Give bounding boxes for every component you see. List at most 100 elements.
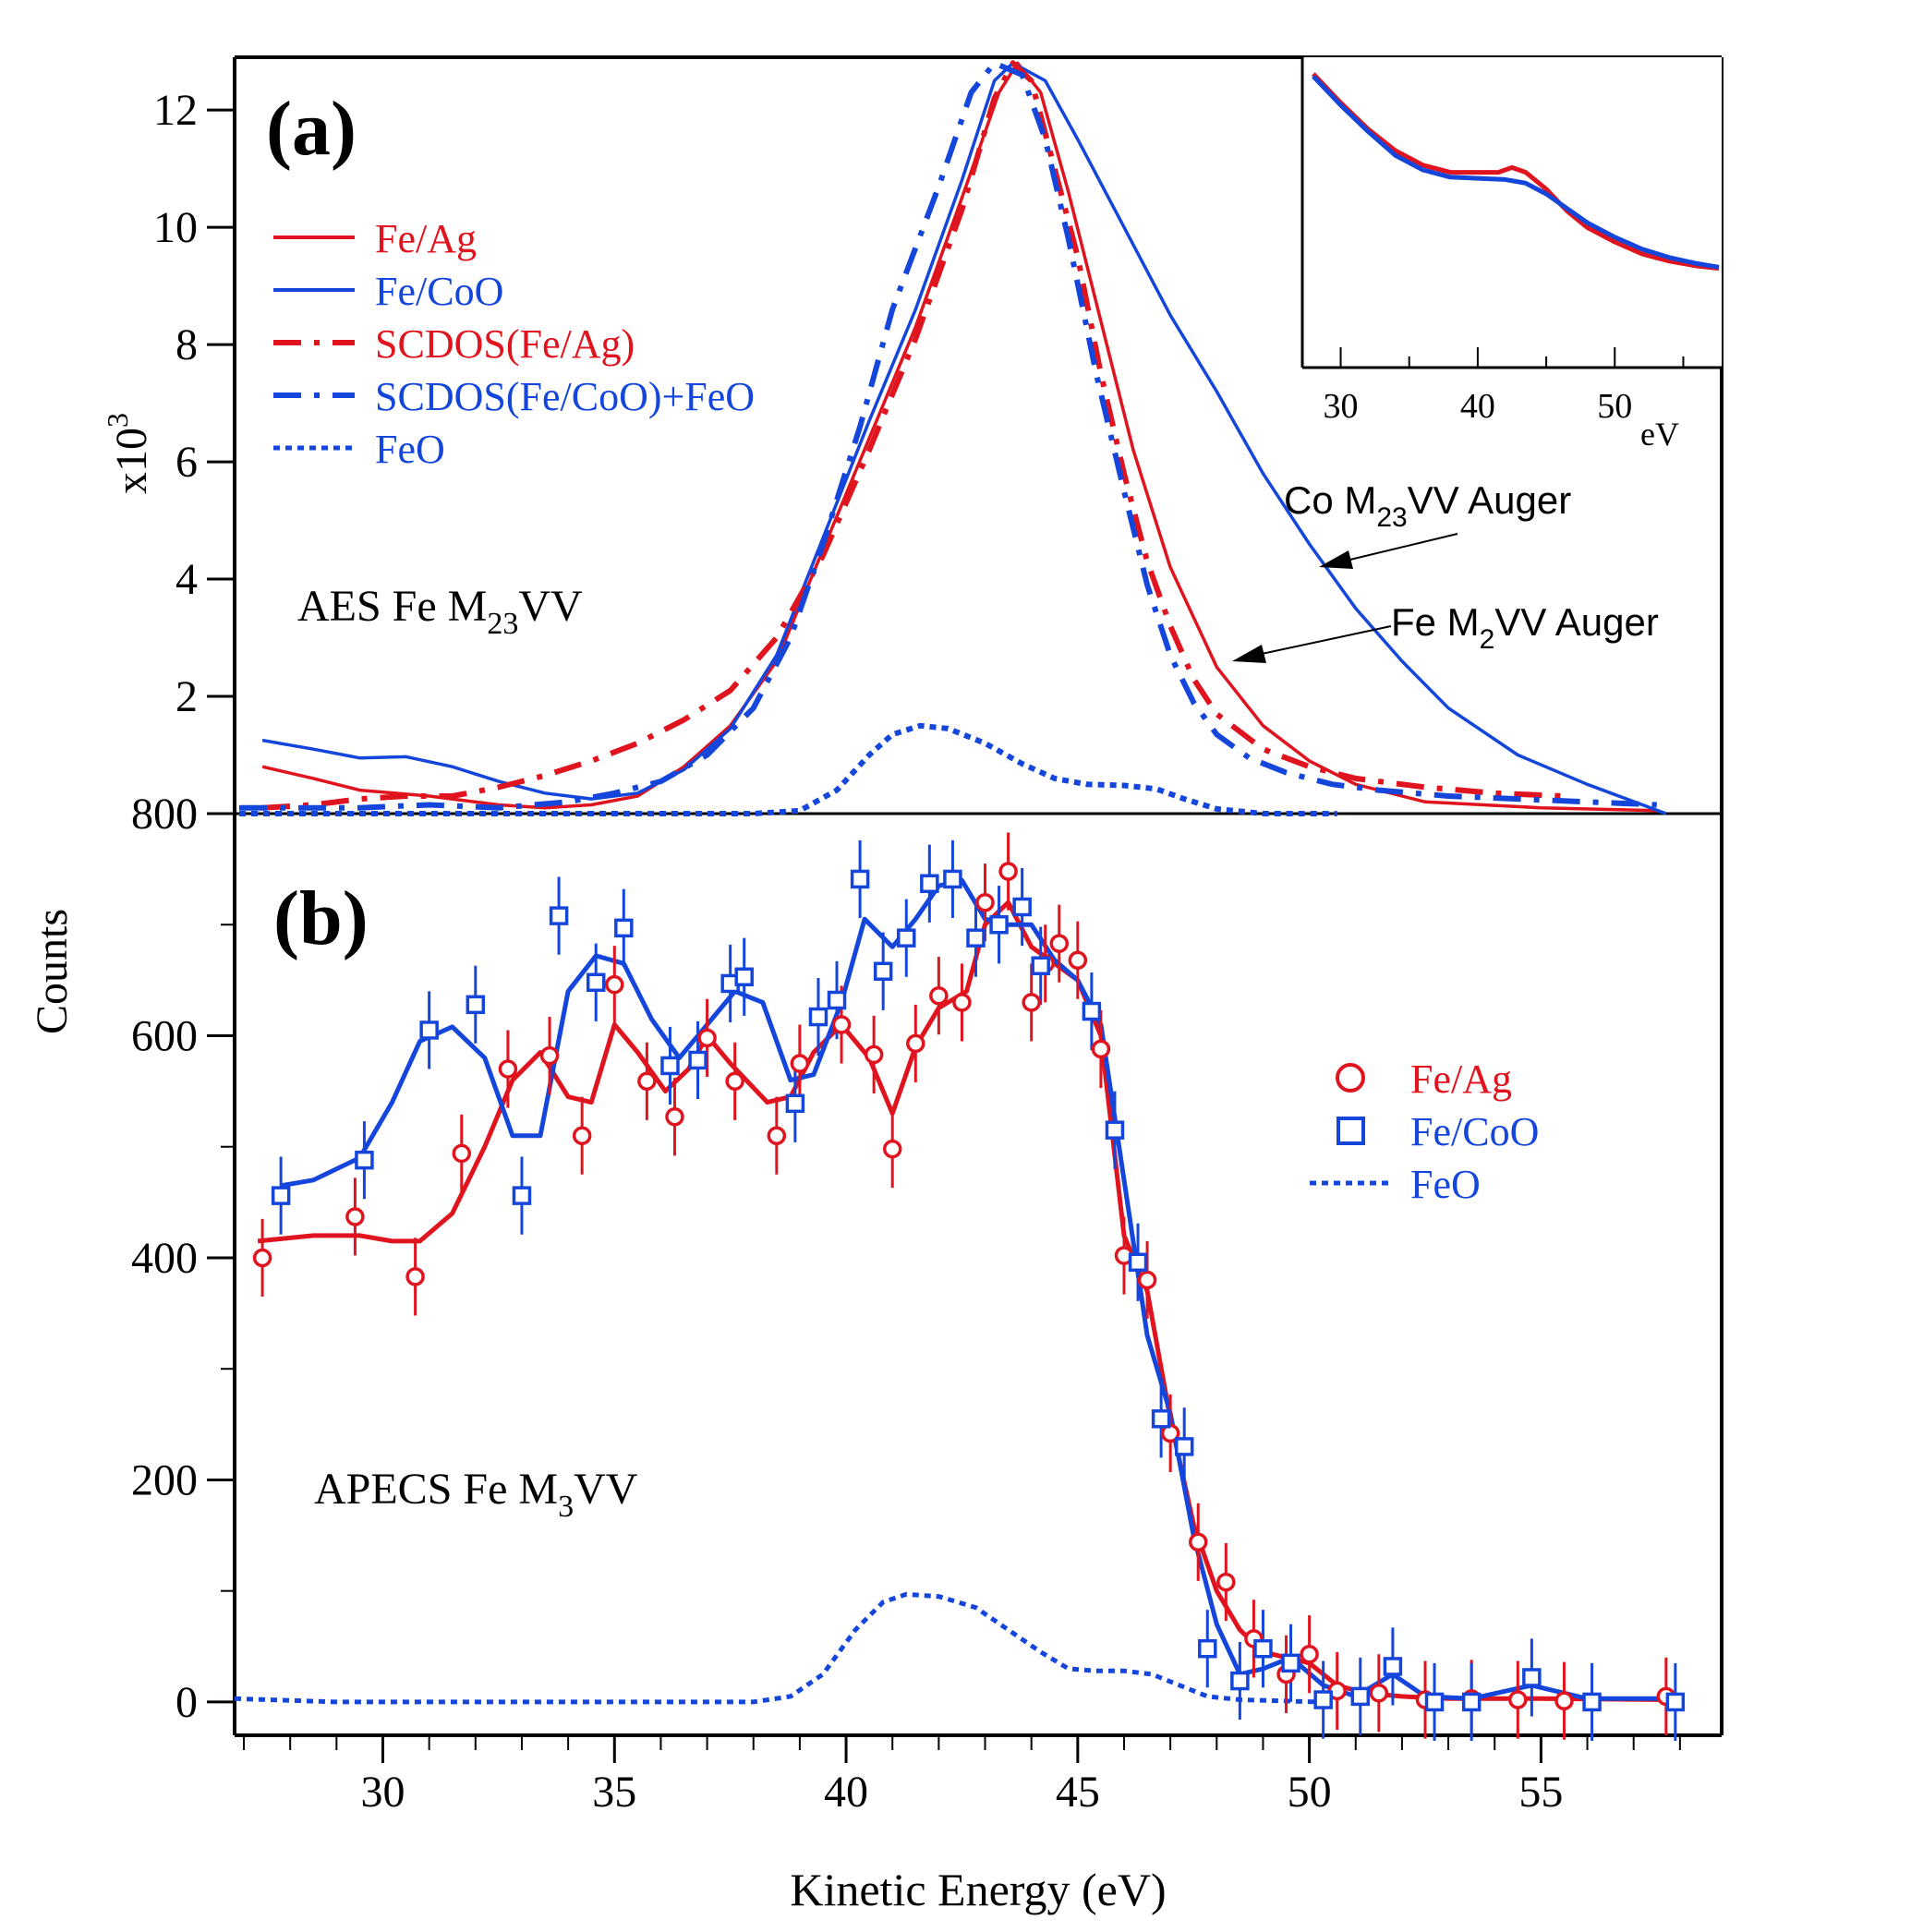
x-tick-label-30: 30 — [360, 1768, 405, 1817]
series-a-scdos-fe-coo-feo — [239, 60, 1657, 811]
apecs-annotation: APECS Fe M3VV — [314, 1465, 638, 1524]
legend-b-marker-fe-ag — [1336, 1063, 1365, 1093]
point-fe-coo-1 — [355, 1150, 374, 1170]
apecs-annotation-sub: 3 — [558, 1490, 574, 1524]
point-fe-ag-28 — [1137, 1270, 1157, 1290]
fe-auger-arrow — [1232, 625, 1392, 663]
inset-series-fe-coo — [1312, 74, 1720, 270]
point-fe-coo-25 — [1105, 1120, 1125, 1140]
point-fe-coo-11 — [734, 967, 754, 987]
point-fe-coo-17 — [897, 928, 916, 948]
point-fe-ag-5 — [539, 1045, 560, 1066]
point-fe-ag-18 — [929, 985, 949, 1006]
inset-tick-label-50: 50 — [1597, 387, 1632, 426]
point-fe-coo-22 — [1012, 897, 1032, 917]
point-fe-ag-25 — [1068, 950, 1088, 970]
point-fe-coo-26 — [1128, 1252, 1148, 1273]
x-tick-label-35: 35 — [592, 1768, 636, 1817]
series-a-fe-ag — [261, 61, 1657, 813]
x-tick-label-40: 40 — [824, 1768, 868, 1817]
legend-b-label-fe-coo: Fe/CoO — [1410, 1109, 1539, 1154]
x-tick-label-45: 45 — [1056, 1768, 1100, 1817]
point-fe-coo-29 — [1198, 1638, 1217, 1659]
point-fe-ag-31 — [1216, 1572, 1236, 1592]
point-fe-coo-9 — [688, 1050, 708, 1070]
fe-auger-annotation: Fe M2VV Auger — [1391, 600, 1659, 655]
legend-item-feo: FeO — [273, 427, 445, 472]
legend-b-item-fe-coo: Fe/CoO — [1336, 1109, 1539, 1154]
co-auger-prefix: Co M — [1284, 478, 1376, 522]
point-fe-ag-4 — [498, 1059, 518, 1079]
point-fe-ag-40 — [1554, 1691, 1574, 1710]
legend-b-label-fe-ag: Fe/Ag — [1410, 1057, 1512, 1102]
panel-b-y-ticks: 0 200 400 600 800 — [131, 790, 235, 1727]
fe-auger-suffix: VV Auger — [1494, 600, 1658, 644]
co-auger-annotation: Co M23VV Auger — [1284, 478, 1571, 533]
point-fe-coo-37 — [1461, 1692, 1482, 1712]
y-tick-label-a-0: 0 — [175, 790, 198, 839]
fe-auger-sub: 2 — [1480, 624, 1495, 655]
series-a-scdos-fe-ag — [261, 60, 1565, 811]
legend-item-fe-ag: Fe/Ag — [273, 216, 477, 261]
inset-tick-label-40: 40 — [1460, 387, 1495, 426]
panel-a: (a) 0 2 4 6 8 10 12 x103 Fe/Ag Fe/CoO SCDOS(Fe… — [101, 60, 1667, 839]
aes-annotation-sub: 23 — [487, 607, 518, 641]
point-fe-ag-39 — [1508, 1690, 1528, 1709]
fe-auger-arrow-head — [1232, 645, 1266, 663]
point-fe-ag-21 — [998, 862, 1018, 881]
co-auger-suffix: VV Auger — [1408, 478, 1571, 522]
point-fe-ag-8 — [637, 1071, 657, 1092]
point-fe-coo-39 — [1582, 1692, 1602, 1712]
point-fe-ag-36 — [1369, 1684, 1389, 1703]
co-auger-arrow — [1319, 533, 1458, 569]
point-fe-ag-14 — [831, 1015, 852, 1034]
point-fe-coo-28 — [1174, 1437, 1194, 1456]
apecs-annotation-prefix: APECS Fe M — [314, 1465, 558, 1514]
point-fe-ag-34 — [1300, 1644, 1319, 1664]
legend-b-label-feo: FeO — [1410, 1162, 1481, 1207]
point-fe-coo-18 — [920, 874, 939, 894]
panel-b-label: (b) — [273, 875, 369, 961]
series-a-fe-coo — [261, 61, 1667, 815]
panel-b-markers — [252, 862, 1686, 1712]
point-fe-ag-3 — [452, 1143, 472, 1164]
legend-b-marker-fe-coo — [1336, 1117, 1365, 1145]
inset-series-fe-ag — [1312, 72, 1720, 272]
point-fe-coo-13 — [808, 1007, 829, 1027]
point-fe-ag-6 — [572, 1126, 592, 1145]
point-fe-ag-17 — [906, 1033, 925, 1054]
point-fe-ag-0 — [252, 1248, 272, 1268]
series-b-feo — [234, 1591, 1319, 1705]
point-fe-ag-20 — [975, 892, 995, 912]
point-fe-ag-16 — [882, 1139, 902, 1159]
point-fe-coo-38 — [1522, 1668, 1542, 1687]
x-tick-label-55: 55 — [1518, 1768, 1563, 1817]
y-tick-label-b-0: 0 — [175, 1678, 198, 1727]
legend-b-item-feo: FeO — [1310, 1162, 1481, 1207]
point-fe-ag-15 — [864, 1044, 884, 1065]
inset-background — [1302, 57, 1722, 368]
point-fe-coo-6 — [586, 972, 606, 993]
x-tick-label-50: 50 — [1288, 1768, 1332, 1817]
aes-annotation-prefix: AES Fe M — [297, 582, 487, 631]
panel-b-y-axis-label: Counts — [28, 909, 77, 1034]
point-fe-coo-34 — [1350, 1686, 1371, 1707]
point-fe-coo-36 — [1424, 1692, 1445, 1712]
y-tick-label-a-4: 4 — [175, 555, 198, 604]
y-label-base: x10 — [107, 428, 156, 494]
point-fe-ag-26 — [1091, 1039, 1111, 1059]
point-fe-ag-13 — [790, 1054, 810, 1073]
point-fe-coo-21 — [989, 914, 1009, 935]
point-fe-ag-10 — [697, 1028, 717, 1048]
point-fe-coo-35 — [1383, 1657, 1403, 1676]
legend-label-scdos-fe-ag: SCDOS(Fe/Ag) — [375, 321, 635, 367]
point-fe-coo-3 — [466, 995, 486, 1015]
point-fe-coo-16 — [873, 961, 893, 981]
point-fe-ag-19 — [952, 993, 972, 1012]
aes-annotation: AES Fe M23VV — [297, 582, 583, 641]
point-fe-ag-7 — [605, 974, 624, 995]
point-fe-coo-4 — [512, 1186, 532, 1205]
panel-a-label: (a) — [266, 86, 357, 172]
point-fe-coo-8 — [660, 1056, 680, 1076]
